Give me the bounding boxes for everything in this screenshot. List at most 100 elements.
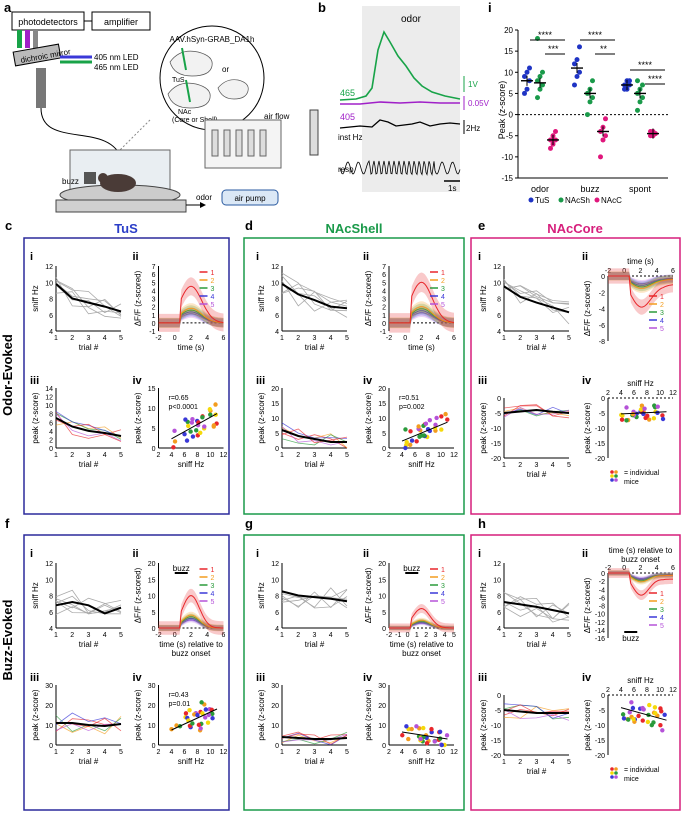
x-axis-label-2: buzz onset: [621, 555, 660, 564]
legend-label-trial-4: 4: [660, 615, 664, 622]
legend-label-trial-2: 2: [441, 278, 445, 285]
tus-label: TuS: [172, 77, 185, 84]
y-axis-label: peak (z-score): [364, 689, 373, 740]
scatter-point: [620, 712, 626, 717]
xtick-label: 3: [313, 749, 317, 756]
data-point-nacsh: [585, 112, 590, 118]
vial-3: [235, 129, 243, 157]
xtick-label: 6: [413, 452, 417, 459]
subpanel-label-iii: iii: [256, 672, 265, 684]
ytick-label: 10: [378, 723, 386, 730]
panel-i-ytick-label: -15: [501, 174, 513, 183]
ytick-label: 15: [271, 401, 279, 408]
subpanel-label-iii: iii: [30, 375, 39, 387]
x-axis-label: trial #: [305, 640, 325, 649]
legend-label-trial-5: 5: [660, 326, 664, 333]
legend-label-trial-3: 3: [441, 286, 445, 293]
individual-mouse-trace: [281, 434, 348, 446]
subpanel-label-ii: ii: [133, 251, 139, 263]
xtick-label: 5: [567, 759, 571, 766]
ytick-label: -6: [599, 595, 605, 602]
y-axis-label: peak (z-score): [479, 699, 488, 750]
individual-mouse-trace: [503, 709, 570, 721]
brain-slice-1: [169, 50, 213, 77]
x-axis-label: time (s) relative to: [390, 640, 454, 649]
fiber-cable: [40, 107, 123, 161]
individual-mouse-trace: [503, 281, 570, 314]
air-pump-box: [221, 189, 279, 206]
ytick-label: 3: [382, 297, 386, 304]
y-axis-label: ΔF/F (z-scored): [583, 577, 592, 633]
ytick-label: 6: [49, 420, 53, 427]
scatter-point: [409, 438, 415, 443]
ytick-label: 0: [275, 446, 279, 453]
ytick-label: -2: [599, 579, 605, 586]
scatter-point: [434, 415, 439, 421]
data-point-nacc: [603, 133, 608, 139]
panel-a-schematic: a photodetectors amplifier dichroic mirr…: [4, 0, 319, 213]
ytick-label: 4: [152, 288, 156, 295]
subpanel-label-iv: iv: [582, 375, 592, 387]
data-point-nacsh: [640, 82, 645, 88]
legend-label-trial-2: 2: [211, 278, 215, 285]
y-axis-label: ΔF/F (z-scored): [134, 567, 143, 623]
subpanel-label-iv: iv: [133, 375, 143, 387]
individual-mouse-trace: [281, 275, 348, 312]
xtick-label: 4: [329, 335, 333, 342]
xtick-label: 5: [567, 632, 571, 639]
scatter-point: [200, 415, 205, 420]
x-axis-label-2: buzz onset: [402, 649, 441, 658]
individual-mouse-trace: [503, 278, 570, 313]
individual-mouse-trace: [55, 279, 122, 319]
x-axis-label: trial #: [527, 767, 547, 776]
ytick-label: 30: [45, 683, 53, 690]
x-axis-label: trial #: [79, 640, 99, 649]
legend-label-trial-1: 1: [211, 567, 215, 574]
legend-label-trial-5: 5: [660, 623, 664, 630]
x-axis-label: trial #: [305, 343, 325, 352]
ytick-label: 10: [45, 577, 53, 584]
scatter-point: [185, 423, 191, 429]
xtick-label: 2: [70, 335, 74, 342]
scatter-point: [406, 736, 411, 742]
ytick-label: 12: [45, 561, 53, 568]
legend-dot-tus: [528, 197, 534, 203]
scatter-point: [658, 706, 663, 711]
ytick-label: 8: [49, 412, 53, 419]
sig-buzz-2: **: [600, 44, 608, 54]
xtick-label: 10: [656, 687, 664, 694]
individual-mouse-trace: [503, 592, 570, 621]
xtick-label: 2: [189, 632, 193, 639]
xtick-label: 4: [329, 632, 333, 639]
sem-band-trial-3: [389, 303, 454, 328]
xtick-label: 6: [671, 268, 675, 275]
ytick-label: -15: [595, 738, 605, 745]
scatter-point: [642, 406, 647, 411]
ytick-label: 6: [275, 610, 279, 617]
scatter-point: [662, 712, 667, 717]
legend-individual-2: mice: [624, 776, 639, 783]
scatter-point: [646, 417, 652, 422]
subpanel-label-iii: iii: [478, 672, 487, 684]
x-axis-label: trial #: [527, 343, 547, 352]
xtick-label: 5: [345, 632, 349, 639]
xtick-label: 1: [280, 632, 284, 639]
xtick-label: 2: [518, 335, 522, 342]
ytick-label: 0: [275, 743, 279, 750]
mean-trace: [503, 285, 570, 314]
trace-trial-1: [158, 594, 224, 629]
individual-mouse-trace: [55, 595, 121, 615]
sem-band-trial-2: [608, 271, 673, 293]
y-axis-label: peak (z-score): [31, 392, 40, 443]
scatter-point: [630, 411, 636, 417]
x-axis-label: time (s): [627, 257, 654, 266]
xtick-label: 1: [502, 632, 506, 639]
xtick-label: 3: [535, 335, 539, 342]
legend-label-trial-2: 2: [211, 575, 215, 582]
scatter-point: [660, 413, 665, 418]
ytick-label: 20: [148, 703, 156, 710]
y-axis-label: peak (z-score): [257, 392, 266, 443]
data-point-tus: [522, 90, 527, 96]
scatter-point: [198, 726, 203, 731]
